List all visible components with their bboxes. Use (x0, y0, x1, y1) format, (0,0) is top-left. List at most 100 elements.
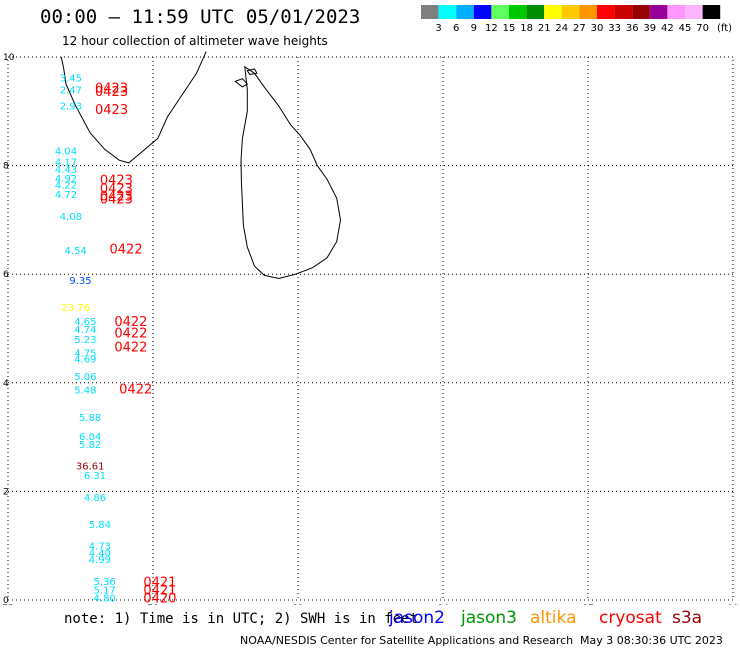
time-label: 0422 (119, 383, 152, 398)
map-frame (7, 56, 734, 601)
colorbar-swatch (491, 5, 509, 19)
swh-value-label: 4.22 (55, 180, 77, 191)
swh-value-label: 6.31 (84, 471, 106, 482)
y-tick-label: 8 (3, 162, 9, 172)
time-label: 0423 (100, 182, 133, 197)
coastline-sri-lanka (240, 65, 342, 280)
legend-jason3: jason3 (461, 608, 517, 628)
time-label: 0423 (95, 85, 128, 100)
x-tick-label: 87 (582, 604, 593, 605)
swh-value-label: 4.74 (74, 325, 96, 336)
colorbar-swatch (649, 5, 668, 19)
swh-value-label: 5.36 (94, 577, 116, 588)
swh-value-label: 23.76 (61, 303, 90, 314)
colorbar-tick-label: 70 (696, 23, 709, 34)
time-label: 0421 (143, 575, 176, 590)
swh-value-label: 5.23 (74, 335, 96, 346)
swh-value-label: 4.80 (94, 594, 116, 605)
colorbar-tick-label: 6 (453, 23, 459, 34)
colorbar-swatch (561, 5, 580, 19)
swh-value-label: 9.35 (69, 276, 91, 287)
swh-value-label: 4.92 (55, 174, 77, 185)
legend-jason2: jason2 (389, 608, 445, 628)
altimeter-map: 75788184879002468103.452.472.934.044.174… (2, 51, 739, 605)
colorbar-tick-label: 9 (471, 23, 477, 34)
colorbar-swatch (685, 5, 703, 19)
colorbar-swatch (702, 5, 721, 19)
time-label: 0423 (100, 174, 133, 189)
colorbar-tick-label: 45 (679, 23, 692, 34)
swh-value-label: 5.88 (79, 413, 101, 424)
colorbar-swatch (473, 5, 492, 19)
legend-altika: altika (530, 608, 577, 628)
time-label: 0422 (114, 340, 147, 355)
colorbar-swatch (526, 5, 545, 19)
colorbar-swatch (614, 5, 633, 19)
time-label: 0420 (143, 592, 176, 605)
swh-value-label: 4.54 (65, 246, 87, 257)
swh-value-label: 4.72 (55, 190, 77, 201)
swh-value-label: 5.06 (74, 372, 96, 383)
swh-value-label: 4.65 (74, 317, 96, 328)
legend-s3a: s3a (672, 608, 703, 628)
time-label: 0422 (110, 243, 143, 258)
swh-value-label: 2.93 (60, 102, 82, 113)
colorbar-unit: (ft) (717, 23, 732, 34)
colorbar-tick-label: 3 (435, 23, 441, 34)
swh-value-label: 2.47 (60, 85, 82, 96)
swh-value-label: 5.48 (74, 386, 96, 397)
colorbar-tick-label: 21 (538, 23, 551, 34)
y-tick-label: 6 (3, 270, 9, 280)
map-subtitle: 12 hour collection of altimeter wave hei… (62, 34, 328, 48)
colorbar-swatch (456, 5, 474, 19)
colorbar-swatch (509, 5, 527, 19)
swh-value-label: 4.86 (84, 493, 106, 504)
colorbar-swatch (667, 5, 685, 19)
swh-value-label: 5.84 (89, 520, 111, 531)
x-tick-label: 75 (2, 604, 13, 605)
coastline-india (60, 51, 207, 164)
colorbar-swatch (597, 5, 615, 19)
colorbar-swatch (544, 5, 562, 19)
coastline-islet (234, 78, 249, 88)
colorbar-tick-label: 33 (608, 23, 621, 34)
time-label: 0423 (100, 189, 133, 204)
swh-value-label: 4.99 (89, 555, 111, 566)
colorbar-tick-label: 24 (555, 23, 568, 34)
time-label: 0423 (95, 81, 128, 96)
x-tick-label: 81 (292, 604, 303, 605)
legend-cryosat: cryosat (599, 608, 662, 628)
colorbar-tick-label: 18 (520, 23, 533, 34)
swh-value-label: 4.73 (89, 542, 111, 553)
swh-value-label: 36.61 (76, 462, 105, 473)
y-tick-label: 10 (3, 53, 15, 63)
time-label: 0423 (100, 193, 133, 208)
swh-value-label: 4.04 (55, 147, 77, 158)
colorbar-tick-label: 15 (503, 23, 516, 34)
swh-value-label: 4.17 (55, 158, 77, 169)
colorbar-swatch (421, 5, 439, 19)
time-label: 0421 (143, 584, 176, 599)
x-tick-label: 84 (437, 604, 449, 605)
colorbar-tick-label: 42 (661, 23, 674, 34)
colorbar-swatch (579, 5, 597, 19)
colorbar-swatch (438, 5, 457, 19)
credit-line: NOAA/NESDIS Center for Satellite Applica… (240, 634, 574, 647)
swh-value-label: 5.17 (94, 585, 116, 596)
colorbar-tick-label: 30 (591, 23, 604, 34)
swh-value-label: 5.82 (79, 440, 101, 451)
colorbar-tick-label: 36 (626, 23, 639, 34)
colorbar-tick-label: 39 (643, 23, 656, 34)
generated-timestamp: May 3 08:30:36 UTC 2023 (580, 634, 723, 647)
coastline-islet (246, 68, 258, 75)
swh-value-label: 6.04 (79, 432, 101, 443)
colorbar-tick-label: 12 (485, 23, 498, 34)
colorbar-swatch (632, 5, 650, 19)
swh-value-label: 4.08 (60, 212, 82, 223)
wave-height-colorbar: 3 6 9 12 15 18 21 24 27 30 33 36 39 42 45 70 (ft) (421, 5, 732, 34)
y-tick-label: 2 (3, 487, 9, 497)
footnote: note: 1) Time is in UTC; 2) SWH is in fe… (64, 611, 419, 627)
time-label: 0423 (95, 103, 128, 118)
swh-value-label: 4.75 (74, 349, 96, 360)
colorbar-tick-label: 27 (573, 23, 586, 34)
